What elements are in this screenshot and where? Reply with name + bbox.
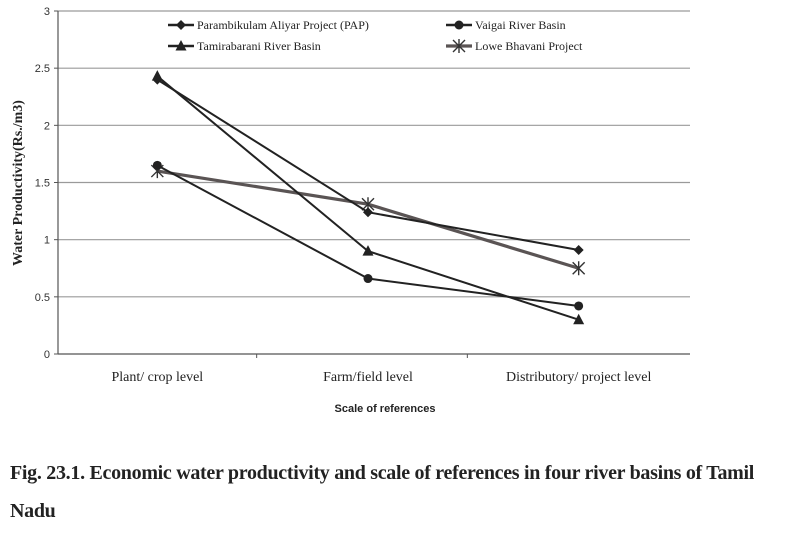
series-line-0 [156, 78, 579, 251]
data-point-3-2 [572, 261, 586, 276]
y-axis-label: Water Productivity(Rs./m3) [11, 100, 26, 266]
y-tick-label-0: 0 [44, 349, 50, 361]
legend-label-1: Vaigai River Basin [475, 18, 566, 32]
series-0 [152, 74, 584, 255]
y-tick-labels: 0 0.5 1 1.5 2 2.5 3 [35, 6, 50, 361]
legend-label-2: Tamirabarani River Basin [197, 39, 321, 53]
y-tick-label-2: 1 [44, 235, 50, 247]
data-point-0-0 [152, 74, 163, 85]
legend-item-0: Parambikulam Aliyar Project (PAP) [168, 18, 369, 32]
legend: Parambikulam Aliyar Project (PAP) Vaigai … [168, 18, 583, 53]
gridlines [58, 10, 690, 298]
y-tick-label-6: 3 [44, 6, 50, 18]
x-category-label-0: Plant/ crop level [111, 370, 203, 385]
series-3 [150, 164, 586, 276]
data-point-1-0 [152, 160, 162, 170]
series-group [150, 70, 586, 325]
y-tick-label-1: 0.5 [35, 292, 50, 304]
legend-item-1: Vaigai River Basin [446, 18, 566, 32]
legend-item-2: Tamirabarani River Basin [168, 39, 321, 53]
figure-caption: Fig. 23.1. Economic water productivity a… [10, 462, 755, 522]
legend-marker-0 [176, 20, 186, 30]
data-point-0-1 [363, 207, 373, 218]
legend-marker-1 [454, 20, 464, 30]
series-1 [152, 160, 584, 311]
y-tick-label-3: 1.5 [35, 178, 50, 190]
line-chart: 0 0.5 1 1.5 2 2.5 3 Plant/ crop level Farm/fiel… [11, 6, 690, 415]
series-line-1 [156, 164, 579, 307]
data-point-2-1 [362, 245, 374, 256]
x-category-label-2: Distributory/ project level [506, 370, 652, 385]
x-category-label-1: Farm/field level [323, 370, 413, 385]
x-category-labels: Plant/ crop level Farm/field level Distrib… [111, 370, 651, 385]
legend-label-3: Lowe Bhavani Project [475, 39, 583, 53]
data-point-0-2 [573, 244, 584, 255]
y-tick-label-4: 2 [44, 120, 50, 132]
legend-marker-2 [175, 40, 187, 51]
legend-marker-3 [452, 39, 466, 53]
legend-label-0: Parambikulam Aliyar Project (PAP) [197, 18, 369, 32]
axes [54, 10, 690, 358]
data-point-2-2 [573, 313, 585, 325]
legend-item-3: Lowe Bhavani Project [446, 39, 583, 53]
data-point-1-1 [363, 274, 373, 284]
data-point-1-2 [574, 301, 584, 311]
x-axis-label: Scale of references [335, 403, 436, 415]
y-tick-label-5: 2.5 [35, 63, 50, 75]
